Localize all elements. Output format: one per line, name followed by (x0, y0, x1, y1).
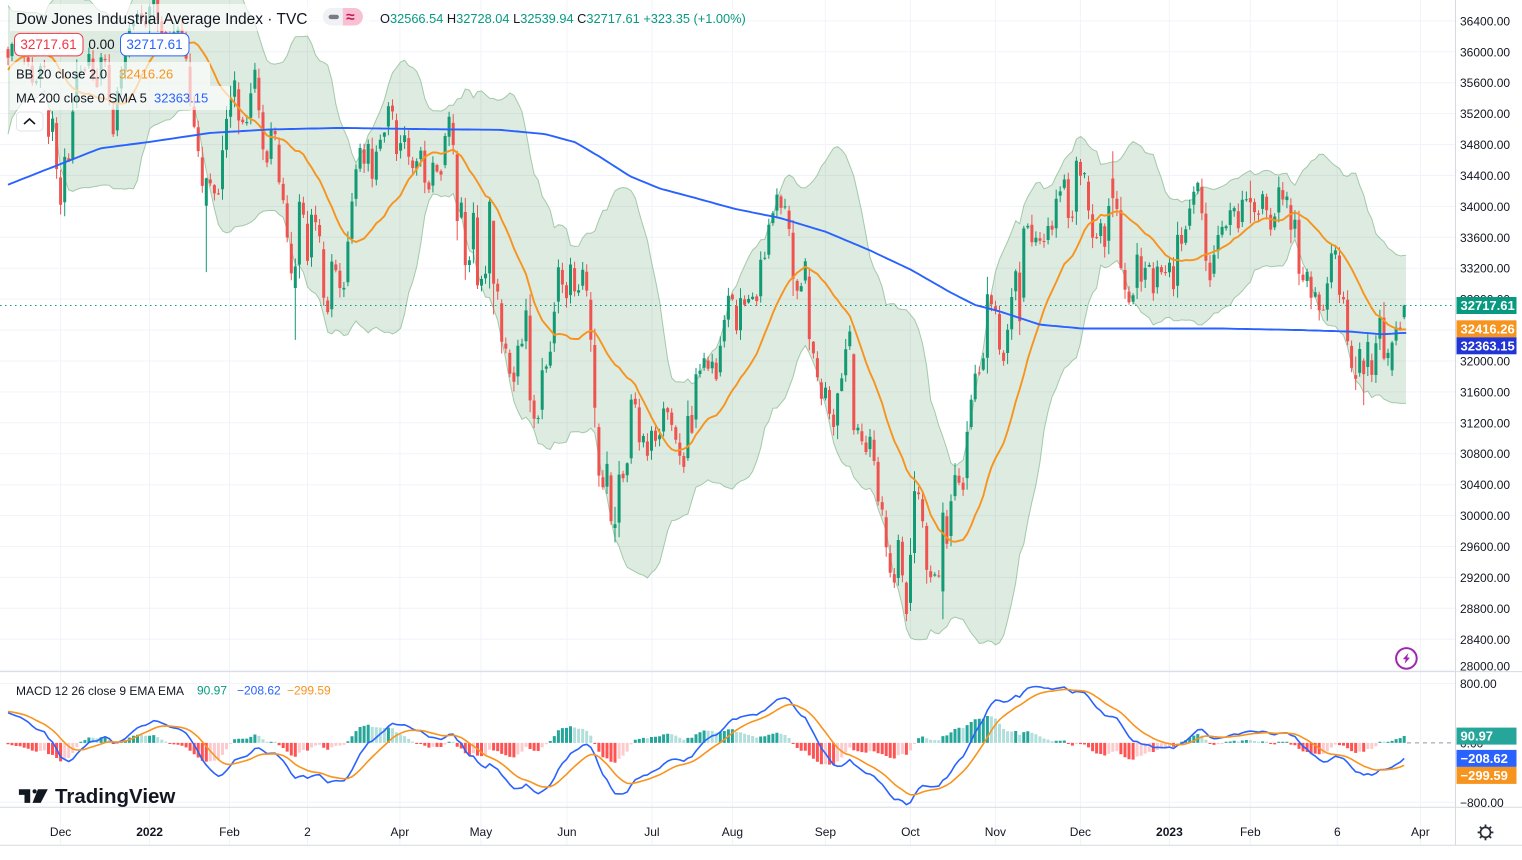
svg-text:TradingView: TradingView (55, 785, 175, 808)
svg-text:33200.00: 33200.00 (1460, 262, 1510, 276)
svg-text:32363.15: 32363.15 (154, 91, 208, 106)
svg-text:0.00: 0.00 (88, 37, 114, 52)
svg-text:BB 20 close 2.0: BB 20 close 2.0 (16, 67, 107, 82)
svg-text:36000.00: 36000.00 (1460, 45, 1510, 59)
svg-text:29600.00: 29600.00 (1460, 540, 1510, 554)
svg-text:Feb: Feb (1240, 825, 1261, 839)
svg-text:May: May (470, 825, 493, 839)
svg-text:32416.26: 32416.26 (119, 67, 173, 82)
svg-text:Apr: Apr (1411, 825, 1430, 839)
svg-text:90.97: 90.97 (197, 684, 227, 698)
svg-text:29200.00: 29200.00 (1460, 571, 1510, 585)
svg-text:32717.61: 32717.61 (1461, 298, 1515, 313)
svg-text:Dow Jones Industrial Average I: Dow Jones Industrial Average Index · TVC (16, 11, 308, 28)
svg-text:28800.00: 28800.00 (1460, 602, 1510, 616)
svg-text:32717.61: 32717.61 (126, 37, 182, 52)
svg-text:33600.00: 33600.00 (1460, 231, 1510, 245)
svg-text:32363.15: 32363.15 (1461, 338, 1515, 353)
svg-text:−208.62: −208.62 (237, 684, 281, 698)
svg-text:−208.62: −208.62 (1461, 751, 1508, 766)
svg-text:2: 2 (304, 825, 311, 839)
svg-text:−299.59: −299.59 (1461, 768, 1508, 783)
svg-text:30000.00: 30000.00 (1460, 509, 1510, 523)
svg-text:31200.00: 31200.00 (1460, 416, 1510, 430)
svg-text:28400.00: 28400.00 (1460, 633, 1510, 647)
svg-text:MA 200 close 0 SMA 5: MA 200 close 0 SMA 5 (16, 91, 147, 106)
svg-text:Jun: Jun (557, 825, 576, 839)
svg-text:36400.00: 36400.00 (1460, 14, 1510, 28)
svg-text:Feb: Feb (219, 825, 240, 839)
svg-text:≈: ≈ (346, 9, 355, 26)
svg-text:Jul: Jul (644, 825, 659, 839)
svg-text:−800.00: −800.00 (1460, 796, 1504, 810)
svg-text:2023: 2023 (1156, 825, 1183, 839)
svg-text:35200.00: 35200.00 (1460, 107, 1510, 121)
svg-text:32717.61: 32717.61 (20, 37, 76, 52)
svg-text:O32566.54 H32728.04 L32539.94: O32566.54 H32728.04 L32539.94 C32717.61 … (380, 11, 746, 26)
svg-text:Aug: Aug (722, 825, 743, 839)
svg-text:2022: 2022 (136, 825, 163, 839)
svg-text:28000.00: 28000.00 (1460, 660, 1510, 674)
svg-text:Oct: Oct (901, 825, 920, 839)
svg-text:MACD 12 26 close 9 EMA EMA: MACD 12 26 close 9 EMA EMA (16, 684, 184, 698)
svg-text:35600.00: 35600.00 (1460, 76, 1510, 90)
svg-text:32000.00: 32000.00 (1460, 355, 1510, 369)
svg-text:Dec: Dec (50, 825, 71, 839)
svg-text:30400.00: 30400.00 (1460, 478, 1510, 492)
svg-text:Nov: Nov (985, 825, 1006, 839)
svg-text:32416.26: 32416.26 (1461, 321, 1515, 336)
svg-text:31600.00: 31600.00 (1460, 385, 1510, 399)
svg-text:34000.00: 34000.00 (1460, 200, 1510, 214)
svg-text:Dec: Dec (1070, 825, 1091, 839)
svg-text:800.00: 800.00 (1460, 677, 1497, 691)
svg-text:Sep: Sep (815, 825, 837, 839)
svg-text:6: 6 (1334, 825, 1341, 839)
svg-text:34400.00: 34400.00 (1460, 169, 1510, 183)
svg-text:90.97: 90.97 (1461, 729, 1494, 744)
svg-text:34800.00: 34800.00 (1460, 138, 1510, 152)
svg-text:−299.59: −299.59 (287, 684, 331, 698)
svg-text:30800.00: 30800.00 (1460, 447, 1510, 461)
svg-text:Apr: Apr (391, 825, 410, 839)
